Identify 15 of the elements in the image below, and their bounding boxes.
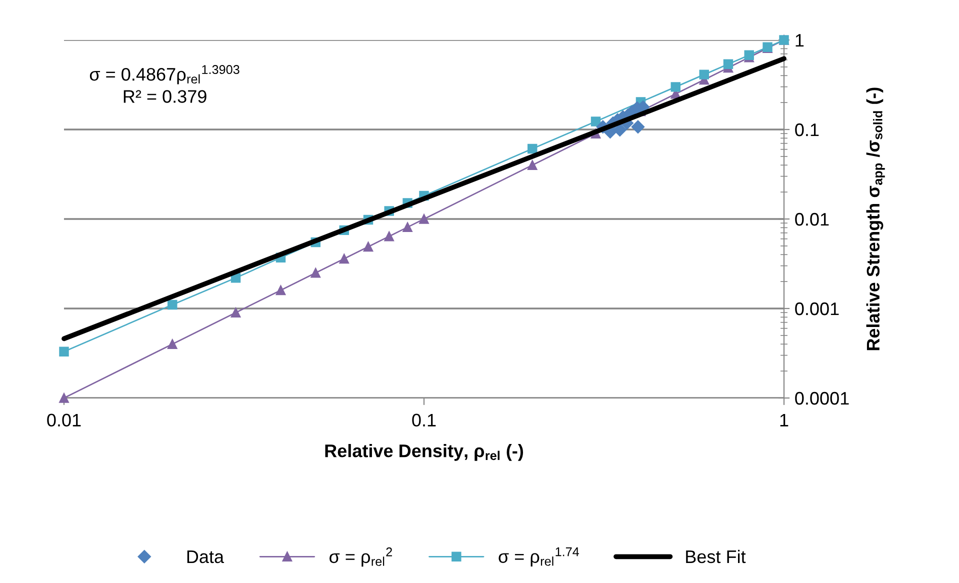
y-tick-label: 0.0001 [795, 392, 849, 405]
x-tick-label: 0.01 [47, 414, 81, 427]
y-tick-label: 1 [796, 34, 804, 47]
x-axis-title: Relative Density, ρ$_{rel}$ (-) [325, 444, 524, 461]
y-axis-title: Relative Strength σ$_{app}$ /σ$_{solid}$ (-) [866, 88, 885, 350]
text: σ = 0.4867ρ$_{rel}$$^{1.3903}$ R² = 0.379 [90, 65, 240, 103]
y-tick-label: 0.001 [795, 302, 839, 316]
y-tick-label: 0.01 [795, 212, 829, 226]
x-tick-label: 1 [780, 414, 788, 426]
legend-label: σ = ρ$_{rel}$$^{2}$ [330, 547, 392, 567]
legend-label: Best Fit [686, 550, 746, 564]
x-tick-label: 0.1 [412, 414, 436, 427]
legend-label: Data [187, 550, 224, 564]
legend-label: σ = ρ$_{rel}$$^{1.74}$ [498, 547, 580, 567]
y-tick-label: 0.1 [795, 123, 819, 136]
